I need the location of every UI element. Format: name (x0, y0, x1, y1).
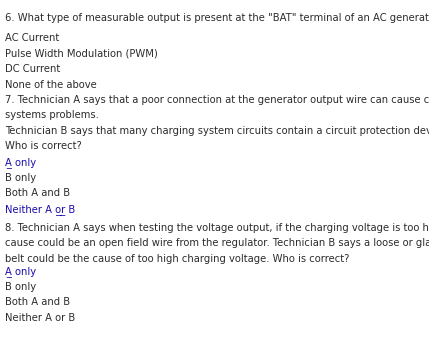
Text: Pulse Width Modulation (PWM): Pulse Width Modulation (PWM) (5, 49, 158, 59)
Text: B only: B only (5, 173, 36, 183)
Text: A̲ only: A̲ only (5, 157, 36, 168)
Text: Technician B says that many charging system circuits contain a circuit protectio: Technician B says that many charging sys… (5, 126, 429, 136)
Text: Neither A o̲r̲ B: Neither A o̲r̲ B (5, 204, 76, 214)
Text: 8. Technician A says when testing the voltage output, if the charging voltage is: 8. Technician A says when testing the vo… (5, 223, 429, 233)
Text: systems problems.: systems problems. (5, 110, 99, 120)
Text: B only: B only (5, 282, 36, 292)
Text: cause could be an open field wire from the regulator. Technician B says a loose : cause could be an open field wire from t… (5, 238, 429, 248)
Text: Both A and B: Both A and B (5, 297, 70, 308)
Text: Both A and B: Both A and B (5, 188, 70, 198)
Text: Who is correct?: Who is correct? (5, 141, 82, 151)
Text: belt could be the cause of too high charging voltage. Who is correct?: belt could be the cause of too high char… (5, 254, 350, 264)
Text: 6. What type of measurable output is present at the "BAT" terminal of an AC gene: 6. What type of measurable output is pre… (5, 13, 429, 23)
Text: None of the above: None of the above (5, 80, 97, 90)
Text: A̲ only: A̲ only (5, 266, 36, 277)
Text: 7. Technician A says that a poor connection at the generator output wire can cau: 7. Technician A says that a poor connect… (5, 95, 429, 105)
Text: Neither A or B: Neither A or B (5, 313, 76, 323)
Text: DC Current: DC Current (5, 64, 60, 74)
Text: AC Current: AC Current (5, 33, 59, 43)
